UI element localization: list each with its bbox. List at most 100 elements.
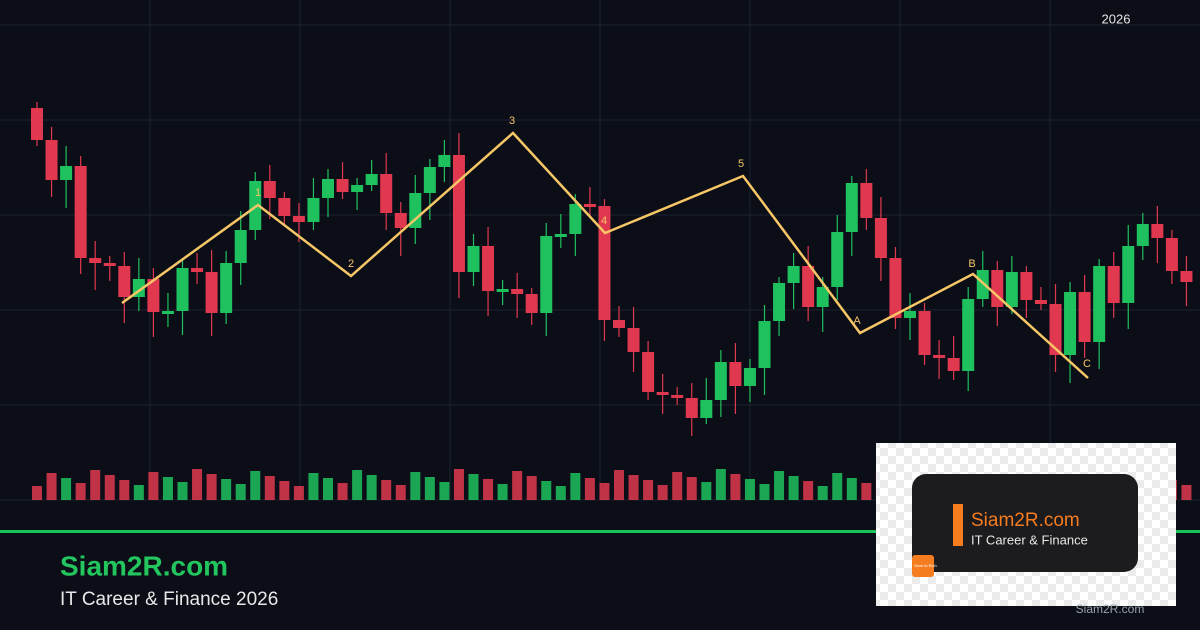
volume-bar	[381, 480, 392, 500]
candle-body	[918, 311, 931, 355]
wave-label: 3	[509, 115, 515, 127]
badge-icon-text: Siam to Rich	[914, 563, 937, 568]
volume-bar	[832, 473, 843, 500]
volume-bar	[512, 471, 523, 500]
candle-body	[569, 204, 582, 234]
candle-body	[1107, 266, 1120, 303]
candle-body	[234, 230, 247, 263]
volume-bar	[221, 479, 232, 500]
candle-body	[1165, 238, 1178, 271]
divider	[0, 530, 1200, 533]
volume-bar	[555, 486, 566, 500]
volume-bar	[75, 483, 86, 500]
volume-bar	[250, 471, 261, 500]
volume-bar	[497, 484, 508, 500]
volume-bar	[744, 479, 755, 500]
volume-bar	[264, 476, 275, 500]
volume-bar	[177, 482, 188, 500]
badge-tagline: IT Career & Finance	[971, 532, 1088, 547]
volume-bar	[686, 477, 697, 500]
candle-body	[816, 287, 829, 307]
candle-body	[511, 289, 524, 294]
candle-body	[874, 218, 887, 258]
footer-tagline: IT Career & Finance 2026	[60, 589, 278, 610]
candle-body	[540, 236, 553, 313]
badge-brand: Siam2R.com	[971, 510, 1080, 531]
candle-body	[467, 246, 480, 272]
volume-bar	[570, 473, 581, 500]
candle-body	[904, 311, 916, 318]
candle-body	[787, 266, 800, 283]
candle-body	[1180, 271, 1193, 282]
volume-bar	[803, 481, 814, 500]
volume-bar	[643, 480, 654, 500]
candle-body	[845, 183, 858, 232]
volume-bar	[468, 474, 479, 500]
volume-bar	[715, 469, 726, 500]
volume-bar	[192, 469, 203, 500]
wave-labels: 1 2 3 4 5 A B C	[255, 115, 1091, 370]
volume-bar	[599, 483, 610, 500]
candle-body	[1064, 292, 1077, 355]
candle-body	[1122, 246, 1135, 303]
volume-bar	[104, 475, 115, 500]
candle-body	[147, 279, 160, 312]
candle-body	[74, 166, 87, 258]
candle-body	[802, 266, 815, 307]
candle-body	[1093, 266, 1106, 342]
volume-bar	[61, 478, 72, 500]
candle-body	[438, 155, 451, 167]
candle-body	[278, 198, 291, 216]
candle-body	[773, 283, 786, 321]
candle-body	[60, 166, 73, 180]
footer-brand: Siam2R.com	[60, 550, 228, 581]
volume-bar	[366, 475, 377, 500]
volume-bar	[541, 481, 552, 500]
candle-body	[729, 362, 742, 386]
candle-body	[1078, 292, 1091, 342]
candle-body	[292, 216, 305, 222]
candle-body	[714, 362, 727, 400]
volume-bar	[614, 470, 624, 500]
volume-bar	[32, 486, 42, 500]
candle-body	[103, 263, 116, 266]
candle-body	[743, 368, 756, 386]
candle-body	[307, 198, 320, 222]
candle-body	[220, 263, 233, 313]
volume-bar	[323, 478, 333, 500]
candle-body	[1151, 224, 1164, 238]
candle-body	[671, 395, 684, 398]
volume-bar	[162, 477, 173, 500]
volume-bar	[206, 474, 217, 500]
volume-bar	[235, 484, 246, 500]
candle-body	[161, 311, 174, 314]
wave-label: 4	[601, 215, 607, 227]
volume-bar	[439, 482, 450, 500]
volume-bar	[657, 485, 668, 500]
candle-body	[496, 289, 509, 292]
volume-bar	[148, 472, 159, 500]
candle-body	[1136, 224, 1149, 246]
candle-body	[642, 352, 655, 392]
volume-bar	[584, 478, 595, 500]
volume-bar	[861, 483, 872, 500]
year-label: 2026	[1102, 11, 1131, 26]
candle-body	[947, 358, 960, 371]
wave-label: C	[1083, 358, 1091, 370]
volume-bar	[701, 482, 712, 500]
volume-bar	[788, 476, 799, 500]
badge-icon	[912, 555, 934, 577]
volume-bar	[1181, 485, 1192, 500]
volume-bar	[730, 474, 741, 500]
candle-body	[351, 185, 364, 192]
candle-body	[758, 321, 771, 368]
candle-body	[831, 232, 844, 287]
candle-body	[176, 268, 189, 311]
volume-bar	[337, 483, 348, 500]
candle-body	[554, 234, 567, 237]
candle-body	[860, 183, 873, 218]
candle-body	[409, 193, 422, 228]
volume-bar	[526, 476, 537, 500]
candle-body	[205, 272, 218, 313]
